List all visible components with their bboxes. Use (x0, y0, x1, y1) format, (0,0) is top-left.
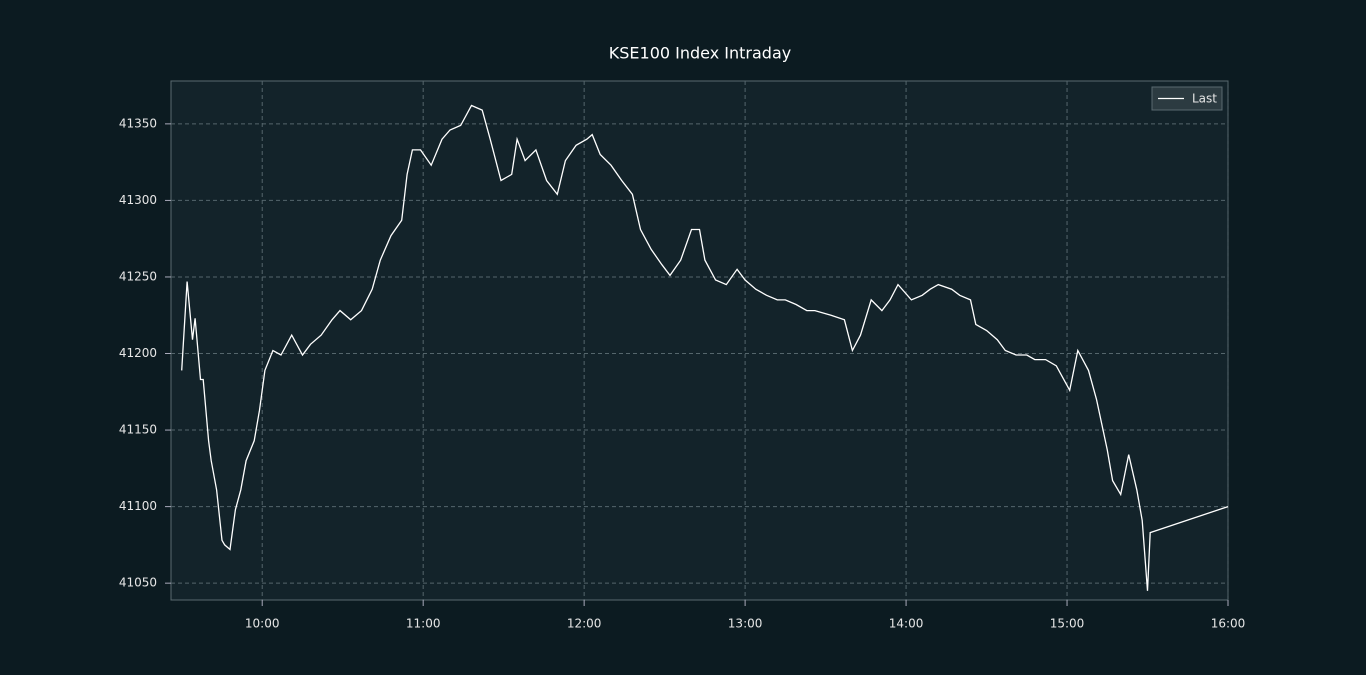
y-tick-label: 41250 (119, 269, 157, 283)
plot-area (170, 80, 1229, 601)
y-tick-label: 41300 (119, 193, 157, 207)
x-tick-label: 14:00 (889, 617, 924, 631)
legend-box (1151, 86, 1223, 111)
x-tick-label: 15:00 (1050, 617, 1085, 631)
x-tick-label: 10:00 (245, 617, 280, 631)
y-tick-label: 41150 (119, 423, 157, 437)
line-series (181, 104, 1229, 591)
y-tick-label: 41050 (119, 576, 157, 590)
x-tick-label: 11:00 (406, 617, 441, 631)
x-tick-label: 12:00 (567, 617, 602, 631)
legend-label: Last (1192, 92, 1217, 106)
y-tick-label: 41350 (119, 116, 157, 130)
y-tick-label: 41200 (119, 346, 157, 360)
chart-title: KSE100 Index Intraday (609, 44, 791, 63)
x-tick-label: 16:00 (1211, 617, 1246, 631)
x-tick-label: 13:00 (728, 617, 763, 631)
y-tick-label: 41100 (119, 499, 157, 513)
